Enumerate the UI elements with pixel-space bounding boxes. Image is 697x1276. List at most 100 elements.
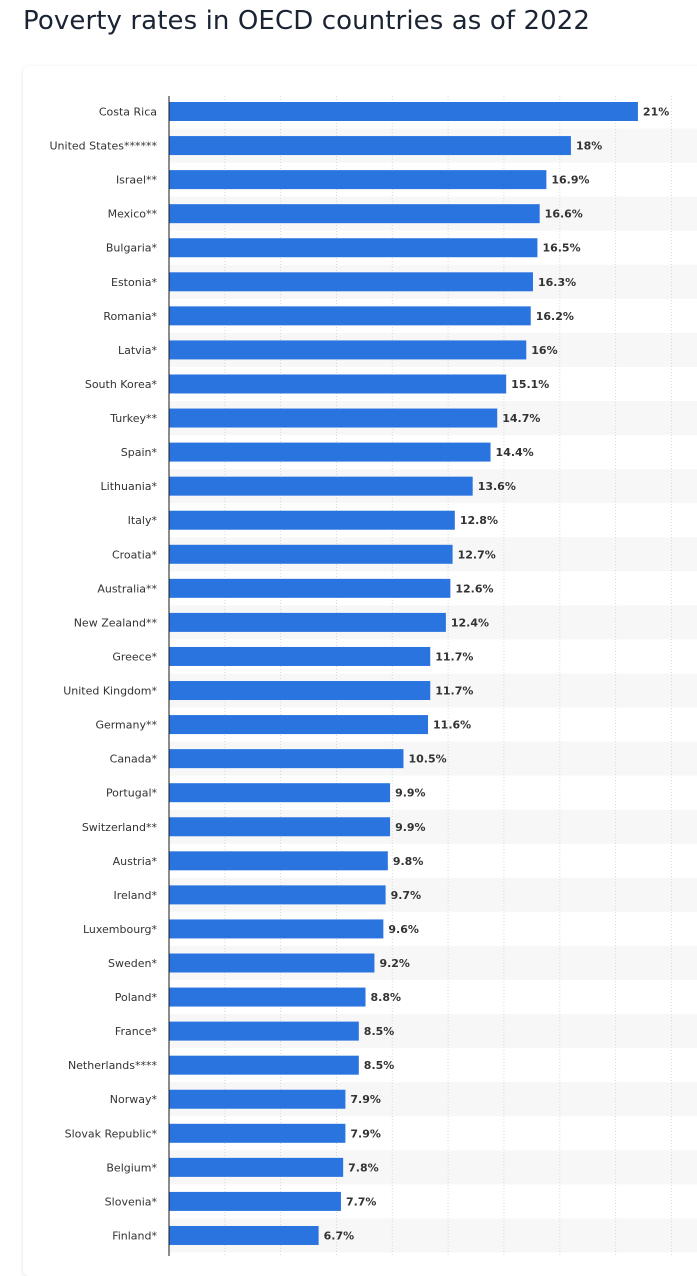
value-label: 9.6%: [388, 923, 419, 936]
bar[interactable]: [169, 544, 453, 564]
bar[interactable]: [169, 612, 446, 632]
bar[interactable]: [169, 1191, 341, 1211]
value-label: 12.6%: [455, 582, 493, 595]
bar[interactable]: [169, 1225, 319, 1245]
category-label: Turkey**: [109, 412, 157, 425]
bar[interactable]: [169, 817, 391, 837]
category-label: Lithuania*: [101, 480, 158, 493]
bar[interactable]: [169, 715, 429, 735]
category-label: Canada*: [110, 753, 158, 766]
bar[interactable]: [169, 851, 388, 871]
value-label: 9.7%: [391, 889, 422, 902]
bar[interactable]: [169, 1123, 346, 1143]
bar[interactable]: [169, 238, 538, 258]
category-label: Netherlands****: [68, 1059, 158, 1072]
bar[interactable]: [169, 681, 431, 701]
value-label: 10.5%: [408, 753, 446, 766]
value-label: 12.8%: [460, 514, 498, 527]
value-label: 16.9%: [551, 174, 589, 187]
category-label: Australia**: [97, 582, 157, 595]
bar[interactable]: [169, 646, 431, 666]
bar[interactable]: [169, 1021, 359, 1041]
category-label: Italy*: [128, 514, 158, 527]
category-label: South Korea*: [85, 378, 158, 391]
bar[interactable]: [169, 885, 386, 905]
category-label: United States******: [50, 140, 158, 153]
category-label: Ireland*: [113, 889, 157, 902]
category-label: Poland*: [115, 991, 158, 1004]
value-label: 6.7%: [324, 1229, 355, 1242]
value-label: 11.7%: [435, 685, 473, 698]
value-label: 9.9%: [395, 787, 426, 800]
category-label: Greece*: [112, 650, 157, 663]
value-label: 21%: [643, 106, 669, 119]
chart-card: Costa Rica United States****** Israel** Mex…: [23, 66, 697, 1276]
category-label: Austria*: [113, 855, 158, 868]
bars: [169, 102, 638, 1245]
category-label: Costa Rica: [99, 106, 157, 119]
bar[interactable]: [169, 510, 455, 530]
bar[interactable]: [169, 1055, 359, 1075]
value-label: 14.4%: [496, 446, 534, 459]
value-label: 7.9%: [350, 1093, 381, 1106]
category-label: Spain*: [121, 446, 158, 459]
bar[interactable]: [169, 953, 375, 973]
bar[interactable]: [169, 783, 391, 803]
bar[interactable]: [169, 340, 527, 360]
category-label: United Kingdom*: [63, 685, 157, 698]
bar[interactable]: [169, 919, 384, 939]
bar[interactable]: [169, 204, 540, 224]
bar[interactable]: [169, 102, 638, 121]
bar-chart: Costa Rica United States****** Israel** Mex…: [50, 96, 697, 1256]
value-label: 9.8%: [393, 855, 424, 868]
bar[interactable]: [169, 1089, 346, 1109]
category-label: Finland*: [112, 1229, 157, 1242]
bar[interactable]: [169, 476, 473, 496]
value-label: 13.6%: [478, 480, 516, 493]
value-label: 8.8%: [371, 991, 402, 1004]
bar[interactable]: [169, 987, 366, 1007]
value-label: 7.7%: [346, 1195, 377, 1208]
category-label: Mexico**: [108, 208, 158, 221]
bar[interactable]: [169, 408, 498, 428]
category-label: France*: [115, 1025, 158, 1038]
value-label: 14.7%: [502, 412, 540, 425]
value-label: 12.4%: [451, 616, 489, 629]
category-label: Sweden*: [108, 957, 157, 970]
category-labels: Costa Rica United States****** Israel** Mex…: [50, 106, 158, 1243]
bar[interactable]: [169, 442, 491, 462]
category-label: Latvia*: [118, 344, 157, 357]
value-label: 15.1%: [511, 378, 549, 391]
value-label: 11.7%: [435, 650, 473, 663]
category-label: Switzerland**: [82, 821, 158, 834]
bar[interactable]: [169, 578, 451, 598]
page-title: Poverty rates in OECD countries as of 20…: [23, 6, 591, 36]
bar[interactable]: [169, 272, 533, 292]
category-label: Croatia*: [112, 548, 158, 561]
category-label: Slovak Republic*: [65, 1127, 158, 1140]
category-label: Germany**: [95, 719, 157, 732]
bar[interactable]: [169, 374, 507, 394]
value-label: 7.9%: [350, 1127, 381, 1140]
value-label: 8.5%: [364, 1059, 395, 1072]
value-label: 16.5%: [542, 242, 580, 255]
category-label: New Zealand**: [74, 616, 158, 629]
value-label: 16.2%: [536, 310, 574, 323]
value-label: 9.9%: [395, 821, 426, 834]
category-label: Portugal*: [106, 787, 158, 800]
value-label: 8.5%: [364, 1025, 395, 1038]
bar[interactable]: [169, 1157, 344, 1177]
value-label: 16%: [531, 344, 557, 357]
category-label: Romania*: [103, 310, 157, 323]
bar[interactable]: [169, 749, 404, 769]
category-label: Norway*: [110, 1093, 158, 1106]
bar[interactable]: [169, 136, 571, 156]
value-label: 16.6%: [545, 208, 583, 221]
value-label: 12.7%: [458, 548, 496, 561]
category-label: Israel**: [116, 174, 158, 187]
value-labels: 21% 18% 16.9% 16.6% 16.5% 16.3% 16.2% 16% 15.1% 1…: [324, 106, 670, 1243]
value-label: 7.8%: [348, 1161, 379, 1174]
bar[interactable]: [169, 170, 547, 190]
bar[interactable]: [169, 306, 531, 326]
category-label: Belgium*: [106, 1161, 157, 1174]
